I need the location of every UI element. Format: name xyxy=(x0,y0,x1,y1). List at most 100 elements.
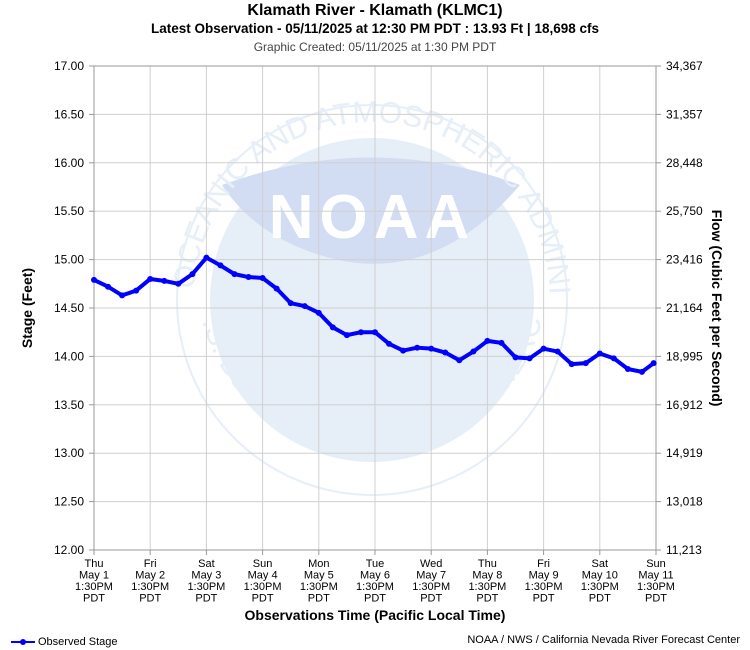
y2-axis-labels: 11,213 13,018 14,919 16,912 18,995 21,164 23,4… xyxy=(666,59,703,557)
data-point xyxy=(273,285,280,292)
graphic-created-text: Graphic Created: 05/11/2025 at 1:30 PM P… xyxy=(253,40,497,54)
y-tick-label: 13.00 xyxy=(54,446,84,460)
data-point xyxy=(484,337,491,344)
data-point xyxy=(161,277,168,284)
data-point xyxy=(147,275,154,282)
data-point xyxy=(470,348,477,355)
data-point xyxy=(287,300,294,307)
data-point xyxy=(414,344,421,351)
legend-label: Observed Stage xyxy=(38,636,118,648)
x-tick-label: PDT xyxy=(364,593,386,605)
data-point xyxy=(386,340,393,347)
x-tick-label: May 5 xyxy=(304,570,334,582)
data-point xyxy=(638,368,645,375)
data-point xyxy=(259,274,266,281)
x-tick-label: PDT xyxy=(139,593,161,605)
y-tick-label: 14.50 xyxy=(54,301,84,315)
x-tick-label: Fri xyxy=(537,558,550,570)
y2-tick-label: 28,448 xyxy=(666,156,703,170)
data-point xyxy=(596,350,603,357)
credit-text: NOAA / NWS / California Nevada River For… xyxy=(467,634,740,646)
x-tick-label: 1:30PM xyxy=(75,581,113,593)
data-point xyxy=(357,329,364,336)
data-point xyxy=(175,280,182,287)
y-tick-label: 15.50 xyxy=(54,204,84,218)
data-point xyxy=(105,283,112,290)
y-tick-label: 17.00 xyxy=(54,59,84,73)
x-tick-label: May 7 xyxy=(416,570,446,582)
chart-title: Klamath River - Klamath (KLMC1) xyxy=(247,2,503,19)
x-tick-label: PDT xyxy=(533,593,555,605)
data-point xyxy=(512,354,519,361)
grid-lines xyxy=(89,65,661,555)
y2-tick-label: 18,995 xyxy=(666,349,703,363)
data-point xyxy=(400,347,407,354)
data-point xyxy=(245,274,252,281)
x-tick-label: Fri xyxy=(144,558,157,570)
x-tick-label: May 10 xyxy=(582,570,618,582)
y2-axis-title: Flow (Cubic Feet per Second) xyxy=(709,210,725,407)
data-point xyxy=(610,355,617,362)
x-tick-label: 1:30PM xyxy=(187,581,225,593)
y-tick-label: 12.50 xyxy=(54,495,84,509)
x-tick-label: 1:30PM xyxy=(637,581,675,593)
legend: Observed Stage xyxy=(10,636,118,648)
data-point xyxy=(315,309,322,316)
x-tick-label: May 2 xyxy=(135,570,165,582)
y2-tick-label: 14,919 xyxy=(666,446,703,460)
chart-subtitle: Latest Observation - 05/11/2025 at 12:30… xyxy=(151,21,599,36)
x-tick-label: 1:30PM xyxy=(581,581,619,593)
y-tick-label: 16.00 xyxy=(54,156,84,170)
data-point xyxy=(119,292,126,299)
x-tick-label: PDT xyxy=(645,593,667,605)
x-tick-label: PDT xyxy=(83,593,105,605)
x-tick-label: 1:30PM xyxy=(412,581,450,593)
data-point xyxy=(217,262,224,269)
y-tick-label: 13.50 xyxy=(54,398,84,412)
x-tick-label: PDT xyxy=(252,593,274,605)
data-point xyxy=(189,271,196,278)
x-tick-label: Sat xyxy=(592,558,609,570)
data-point xyxy=(650,360,657,367)
x-tick-label: 1:30PM xyxy=(300,581,338,593)
data-point xyxy=(442,349,449,356)
x-tick-label: PDT xyxy=(420,593,442,605)
y-axis-title: Stage (Feet) xyxy=(19,268,35,348)
x-tick-label: May 8 xyxy=(472,570,502,582)
x-tick-label: May 4 xyxy=(248,570,278,582)
y2-tick-label: 23,416 xyxy=(666,253,703,267)
x-tick-label: Sun xyxy=(646,558,666,570)
x-tick-label: 1:30PM xyxy=(525,581,563,593)
x-tick-label: May 9 xyxy=(529,570,559,582)
x-tick-label: PDT xyxy=(476,593,498,605)
x-tick-label: Tue xyxy=(366,558,385,570)
y2-tick-label: 21,164 xyxy=(666,301,703,315)
x-tick-label: Mon xyxy=(308,558,329,570)
data-point xyxy=(568,361,575,368)
data-point xyxy=(133,287,140,294)
plot-frame xyxy=(93,65,657,551)
data-point xyxy=(301,303,308,310)
watermark-ring xyxy=(176,104,568,496)
legend-line-icon xyxy=(11,639,35,645)
data-point xyxy=(624,365,631,372)
x-tick-label: 1:30PM xyxy=(244,581,282,593)
x-tick-label: Thu xyxy=(478,558,497,570)
y-tick-label: 15.00 xyxy=(54,253,84,267)
x-tick-label: May 1 xyxy=(79,570,109,582)
watermark-logo-text: NOAA xyxy=(269,183,476,252)
data-point xyxy=(554,348,561,355)
data-point xyxy=(582,360,589,367)
data-point xyxy=(526,355,533,362)
data-point xyxy=(329,324,336,331)
x-tick-label: Thu xyxy=(85,558,104,570)
data-point xyxy=(498,339,505,346)
x-tick-label: PDT xyxy=(195,593,217,605)
x-tick-label: PDT xyxy=(589,593,611,605)
x-tick-label: May 6 xyxy=(360,570,390,582)
data-point xyxy=(456,357,463,364)
watermark-gull-shape xyxy=(222,157,520,264)
x-tick-label: Sat xyxy=(198,558,215,570)
y2-tick-label: 25,750 xyxy=(666,204,703,218)
